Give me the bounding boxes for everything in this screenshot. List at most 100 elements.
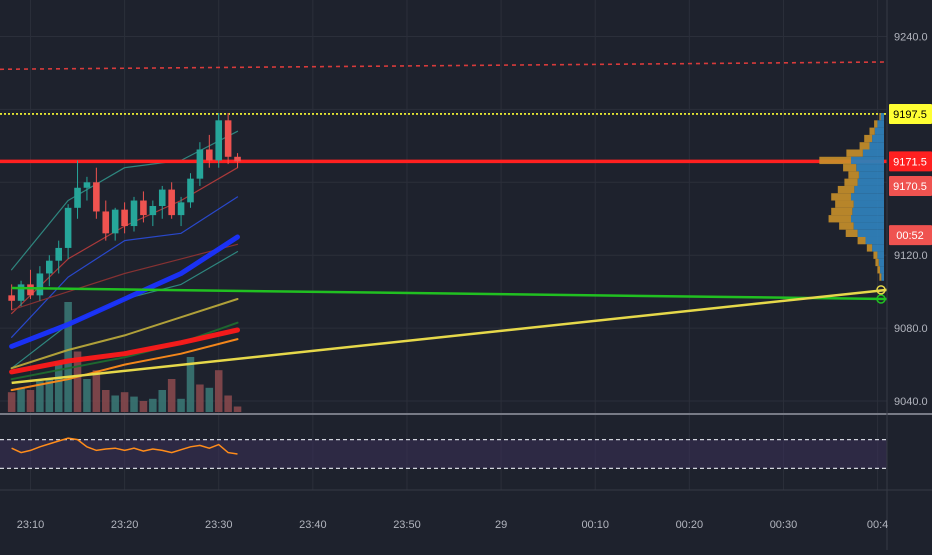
candle-body[interactable] (206, 149, 213, 161)
y-tick-label: 9080.0 (894, 323, 928, 335)
candle-body[interactable] (130, 200, 138, 227)
vp-bar-down (846, 149, 863, 157)
vp-bar-down (837, 185, 855, 194)
vp-bar-up (858, 171, 884, 179)
y-tick-label: 9040.0 (894, 396, 928, 408)
vp-bar-up (874, 127, 884, 135)
volume-profile (819, 113, 884, 281)
candle-body[interactable] (149, 206, 157, 216)
vp-bar-up (878, 258, 884, 267)
x-tick-label: 00:30 (770, 519, 798, 531)
candle-body[interactable] (36, 273, 44, 296)
vp-bar-down (874, 120, 878, 128)
vp-bar-up (877, 120, 884, 128)
overlay-ma-red-mid (11, 243, 239, 311)
vp-bar-down (839, 222, 854, 230)
candle-body[interactable] (168, 189, 175, 216)
volume-bar (17, 387, 25, 412)
x-tick-label: 00:10 (581, 519, 609, 531)
vp-bar-down (845, 229, 858, 237)
trendline-handle[interactable] (876, 294, 886, 304)
vp-bar-down (828, 215, 851, 223)
vp-bar-up (872, 244, 884, 252)
vp-bar-up (851, 215, 884, 223)
vp-bar-up (851, 193, 884, 201)
vp-bar-down (857, 236, 866, 245)
vp-bar-down (869, 127, 875, 135)
candle-body[interactable] (55, 247, 63, 261)
price-tags: 9197.5 9171.5 9170.5 00:52 (889, 103, 932, 246)
price-tag-bg (889, 103, 932, 124)
volume-bar (73, 351, 82, 412)
volume-bar (149, 398, 157, 412)
y-tick-label: 9120.0 (894, 250, 928, 262)
trendline-handle[interactable] (876, 285, 886, 295)
candle-body[interactable] (177, 202, 185, 216)
volume-bar (26, 390, 35, 412)
overlay-ma-olive (10, 298, 239, 370)
vp-bar-up (880, 113, 884, 121)
price-tag-label: 00:52 (896, 230, 924, 242)
volume-bar (186, 357, 195, 412)
candle-body[interactable] (17, 284, 25, 301)
candle-body[interactable] (196, 149, 204, 179)
candle-body[interactable] (215, 120, 223, 161)
candle-body[interactable] (93, 182, 100, 212)
volume-bar (177, 398, 185, 412)
trendline-green-line[interactable] (11, 286, 888, 301)
vp-bar-down (843, 164, 857, 172)
x-tick-label: 23:10 (17, 519, 45, 531)
candle-body[interactable] (46, 260, 53, 274)
candle-body[interactable] (234, 156, 241, 162)
candle-body[interactable] (74, 187, 81, 208)
x-tick-label: 23:30 (205, 519, 233, 531)
vp-bar-down (835, 200, 854, 208)
x-tick-label: 00:4 (867, 519, 888, 531)
candle-body[interactable] (121, 209, 128, 227)
vp-bar-up (851, 156, 884, 165)
trendline-yellow-trend[interactable] (11, 288, 888, 385)
vp-bar-down (864, 134, 873, 143)
vp-bar-up (853, 222, 884, 230)
vp-bar-down (859, 142, 870, 150)
candle-body[interactable] (27, 284, 34, 296)
trendlines[interactable] (11, 285, 888, 385)
x-tick-label: 00:20 (676, 519, 704, 531)
candle-body[interactable] (111, 209, 119, 234)
candle-body[interactable] (187, 178, 194, 203)
price-levels (0, 61, 888, 164)
candle-body[interactable] (224, 120, 232, 157)
candle-body[interactable] (140, 200, 147, 216)
x-tick-label: 29 (495, 519, 507, 531)
candle-body[interactable] (8, 295, 15, 301)
volume-bar (167, 379, 176, 412)
vp-bar-up (857, 229, 884, 237)
vp-bar-up (880, 266, 884, 274)
vp-bar-down (879, 113, 881, 121)
volume-bar (92, 370, 101, 412)
volume-bar (214, 370, 223, 412)
vp-bar-down (873, 251, 878, 259)
candle-body[interactable] (64, 207, 72, 248)
vp-bar-up (872, 134, 884, 143)
overlay-ma-red-thick (9, 327, 240, 375)
vp-bar-down (844, 178, 858, 186)
vp-bar-up (877, 251, 884, 259)
vp-bar-up (881, 273, 884, 281)
price-tag-bg (889, 151, 932, 172)
x-tick-label: 23:20 (111, 519, 139, 531)
price-tag-label: 9171.5 (893, 156, 927, 168)
candle-body[interactable] (102, 211, 110, 234)
volume-bar (205, 387, 214, 412)
x-tick-label: 23:50 (393, 519, 421, 531)
overlay-ma-orange (10, 338, 239, 392)
vp-bar-down (848, 171, 859, 179)
candle-body[interactable] (83, 182, 91, 188)
volume-bar (36, 381, 44, 412)
candle-body[interactable] (158, 189, 166, 206)
price-tag-bg (889, 225, 932, 246)
volume-bars (7, 302, 242, 412)
candles[interactable] (8, 113, 241, 310)
volume-bar (233, 406, 242, 412)
